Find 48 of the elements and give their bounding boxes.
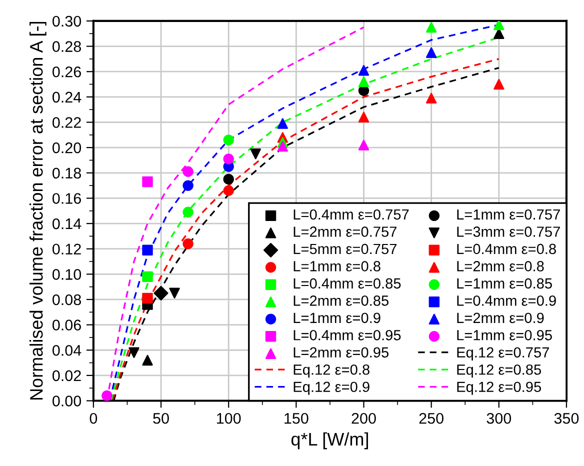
y-tick-label: 0.30 xyxy=(52,16,82,27)
legend-label: L=2mm ε=0.8 xyxy=(457,261,544,272)
x-tick-label: 0 xyxy=(90,412,98,424)
legend-label: L=2mm ε=0.95 xyxy=(294,347,389,358)
x-axis-title: q*L [W/m] xyxy=(291,432,368,450)
y-axis-title: Normalised volume fraction error at section A [-] xyxy=(30,22,46,400)
y-tick-label: 0.08 xyxy=(52,294,81,306)
legend-label: L=5mm ε=0.757 xyxy=(294,244,396,254)
y-tick-label: 0.04 xyxy=(52,344,82,356)
y-tick-label: 0.26 xyxy=(52,66,81,78)
x-tick-label: 100 xyxy=(217,412,241,424)
legend-label: L=0.4mm ε=0.9 xyxy=(457,296,556,306)
legend-label: Eq.12 ε=0.95 xyxy=(457,382,542,395)
legend-label: L=1mm ε=0.9 xyxy=(294,312,380,324)
legend-label: L=0.4mm ε=0.85 xyxy=(294,278,401,289)
y-tick-label: 0.24 xyxy=(52,92,82,103)
x-tick-label: 150 xyxy=(284,412,308,424)
legend-label: L=1mm ε=0.95 xyxy=(457,330,552,340)
legend-label: L=1mm ε=0.8 xyxy=(294,261,380,272)
y-tick-label: 0.18 xyxy=(52,168,81,179)
legend-label: L=0.4mm ε=0.95 xyxy=(294,330,401,340)
y-tick-label: 0.20 xyxy=(52,142,82,154)
y-tick-label: 0.28 xyxy=(52,41,81,52)
x-tick-label: 350 xyxy=(554,412,579,424)
x-tick-label: 50 xyxy=(153,412,169,424)
legend-label: L=3mm ε=0.757 xyxy=(457,226,560,237)
legend-label: L=1mm ε=0.757 xyxy=(457,209,560,220)
y-tick-label: 0.16 xyxy=(52,193,81,204)
y-tick-label: 0.06 xyxy=(52,320,81,330)
legend-label: L=0.4mm ε=0.8 xyxy=(457,244,556,254)
x-tick-label: 250 xyxy=(419,412,444,424)
y-tick-label: 0.22 xyxy=(52,117,81,128)
x-tick-label: 300 xyxy=(486,412,512,424)
legend-label: L=2mm ε=0.85 xyxy=(294,296,389,306)
legend-label: L=1mm ε=0.85 xyxy=(457,278,552,289)
legend-label: Eq.12 ε=0.9 xyxy=(294,382,370,395)
legend-label: Eq.12 ε=0.85 xyxy=(457,364,542,378)
legend-label: L=2mm ε=0.757 xyxy=(294,226,396,237)
legend-label: L=0.4mm ε=0.757 xyxy=(294,209,409,220)
y-tick-label: 0.12 xyxy=(52,244,81,255)
legend-label: Eq.12 ε=0.757 xyxy=(457,347,549,360)
legend-label: L=2mm ε=0.9 xyxy=(457,312,544,324)
x-tick-label: 200 xyxy=(352,412,376,424)
legend-label: Eq.12 ε=0.8 xyxy=(294,364,370,378)
y-tick-label: 0.10 xyxy=(52,269,82,280)
y-tick-label: 0.02 xyxy=(52,370,81,382)
y-tick-label: 0.00 xyxy=(52,396,82,406)
y-tick-label: 0.14 xyxy=(52,218,82,230)
